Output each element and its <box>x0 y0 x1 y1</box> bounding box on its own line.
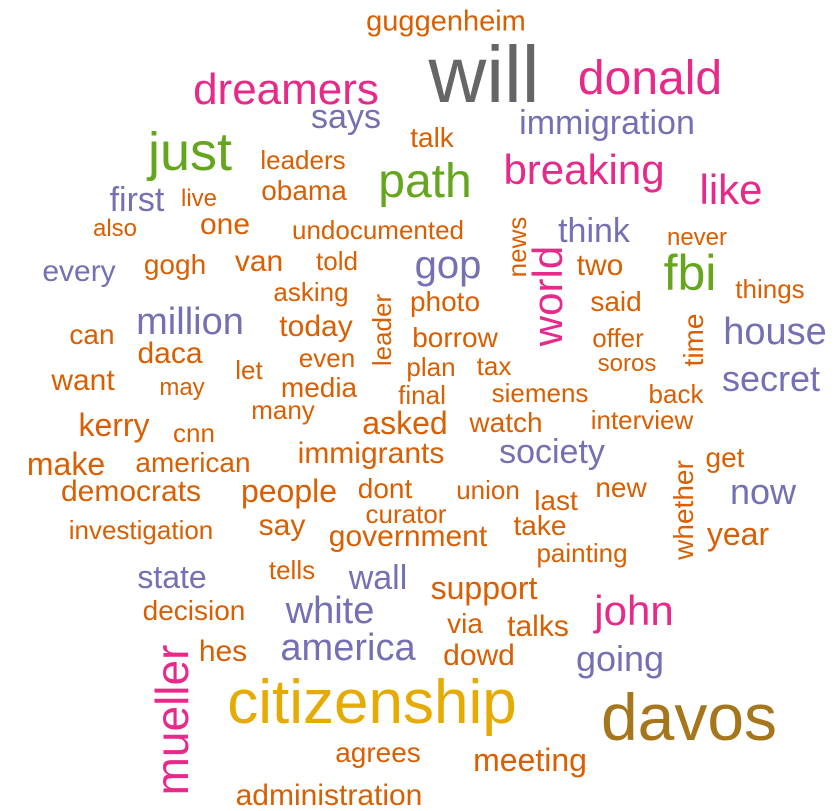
word-final: final <box>398 380 446 410</box>
word-leaders: leaders <box>260 145 346 175</box>
word-million: million <box>136 301 244 343</box>
word-can: can <box>69 319 115 350</box>
word-talk: talk <box>410 122 454 153</box>
word-year: year <box>706 516 770 552</box>
word-wall: wall <box>348 559 408 597</box>
word-fbi: fbi <box>663 245 717 301</box>
word-davos: davos <box>600 680 778 754</box>
word-may: may <box>159 374 205 401</box>
word-kerry: kerry <box>78 407 150 443</box>
word-just: just <box>147 122 233 182</box>
word-first: first <box>109 181 165 219</box>
word-painting: painting <box>536 538 628 568</box>
word-take: take <box>513 510 567 541</box>
word-dont: dont <box>357 473 413 504</box>
word-world: world <box>524 245 571 347</box>
word-live: live <box>180 185 218 212</box>
word-new: new <box>595 472 647 503</box>
word-agrees: agrees <box>335 737 421 768</box>
word-said: said <box>590 286 642 317</box>
word-like: like <box>699 166 763 213</box>
word-soros: soros <box>597 350 657 377</box>
word-things: things <box>735 274 805 304</box>
word-gop: gop <box>414 243 482 287</box>
word-say: say <box>258 509 306 542</box>
word-government: government <box>328 520 488 553</box>
word-daca: daca <box>137 337 203 370</box>
word-dreamers: dreamers <box>193 65 379 114</box>
word-state: state <box>137 559 207 595</box>
word-citizenship: citizenship <box>227 668 517 737</box>
word-think: think <box>558 212 630 250</box>
word-society: society <box>499 433 605 471</box>
word-guggenheim: guggenheim <box>366 5 526 38</box>
word-get: get <box>705 442 745 473</box>
word-donald: donald <box>577 52 723 105</box>
word-house: house <box>723 311 827 353</box>
word-hes: hes <box>198 635 248 668</box>
word-many: many <box>251 395 315 425</box>
word-back: back <box>648 379 704 409</box>
word-leader: leader <box>367 293 397 367</box>
word-make: make <box>26 446 106 482</box>
word-watch: watch <box>469 407 543 438</box>
word-talks: talks <box>507 610 569 643</box>
word-john: john <box>594 587 674 634</box>
word-decision: decision <box>142 595 246 626</box>
word-secret: secret <box>721 358 821 399</box>
word-time: time <box>678 313 709 367</box>
word-cnn: cnn <box>173 418 215 448</box>
word-gogh: gogh <box>143 249 207 280</box>
word-mueller: mueller <box>146 644 198 796</box>
word-via: via <box>447 608 483 639</box>
word-says: says <box>311 98 381 136</box>
word-today: today <box>279 310 353 343</box>
word-even: even <box>298 343 356 373</box>
word-breaking: breaking <box>503 146 665 193</box>
word-never: never <box>666 224 728 251</box>
word-two: two <box>576 249 624 282</box>
word-immigrants: immigrants <box>297 437 445 470</box>
word-will: will <box>428 30 540 119</box>
word-media: media <box>280 372 358 403</box>
word-asking: asking <box>273 277 349 307</box>
word-let: let <box>235 355 263 385</box>
word-van: van <box>234 245 284 278</box>
word-every: every <box>42 255 116 288</box>
word-tax: tax <box>476 351 512 381</box>
word-immigration: immigration <box>519 104 695 142</box>
word-america: america <box>280 627 416 669</box>
word-dowd: dowd <box>443 639 515 672</box>
word-going: going <box>575 638 665 679</box>
word-want: want <box>51 364 115 397</box>
word-now: now <box>729 471 797 512</box>
word-american: american <box>135 447 251 478</box>
word-white: white <box>285 590 375 632</box>
word-undocumented: undocumented <box>291 215 465 245</box>
word-union: union <box>456 475 520 505</box>
word-curator: curator <box>365 499 447 529</box>
word-investigation: investigation <box>68 515 214 545</box>
word-obama: obama <box>261 175 347 206</box>
word-support: support <box>430 570 538 606</box>
word-also: also <box>92 215 138 242</box>
word-tells: tells <box>268 555 316 585</box>
word-borrow: borrow <box>412 322 498 353</box>
word-photo: photo <box>409 286 481 317</box>
word-democrats: democrats <box>60 475 202 508</box>
word-one: one <box>199 208 251 241</box>
word-whether: whether <box>668 460 699 560</box>
word-administration: administration <box>235 779 423 811</box>
word-last: last <box>534 485 578 516</box>
word-siemens: siemens <box>491 378 589 408</box>
word-meeting: meeting <box>473 742 587 778</box>
word-interview: interview <box>590 405 694 435</box>
word-path: path <box>378 155 472 208</box>
word-told: told <box>316 246 358 276</box>
word-plan: plan <box>406 352 456 382</box>
word-asked: asked <box>362 405 448 441</box>
word-people: people <box>240 473 338 509</box>
word-offer: offer <box>592 323 644 353</box>
